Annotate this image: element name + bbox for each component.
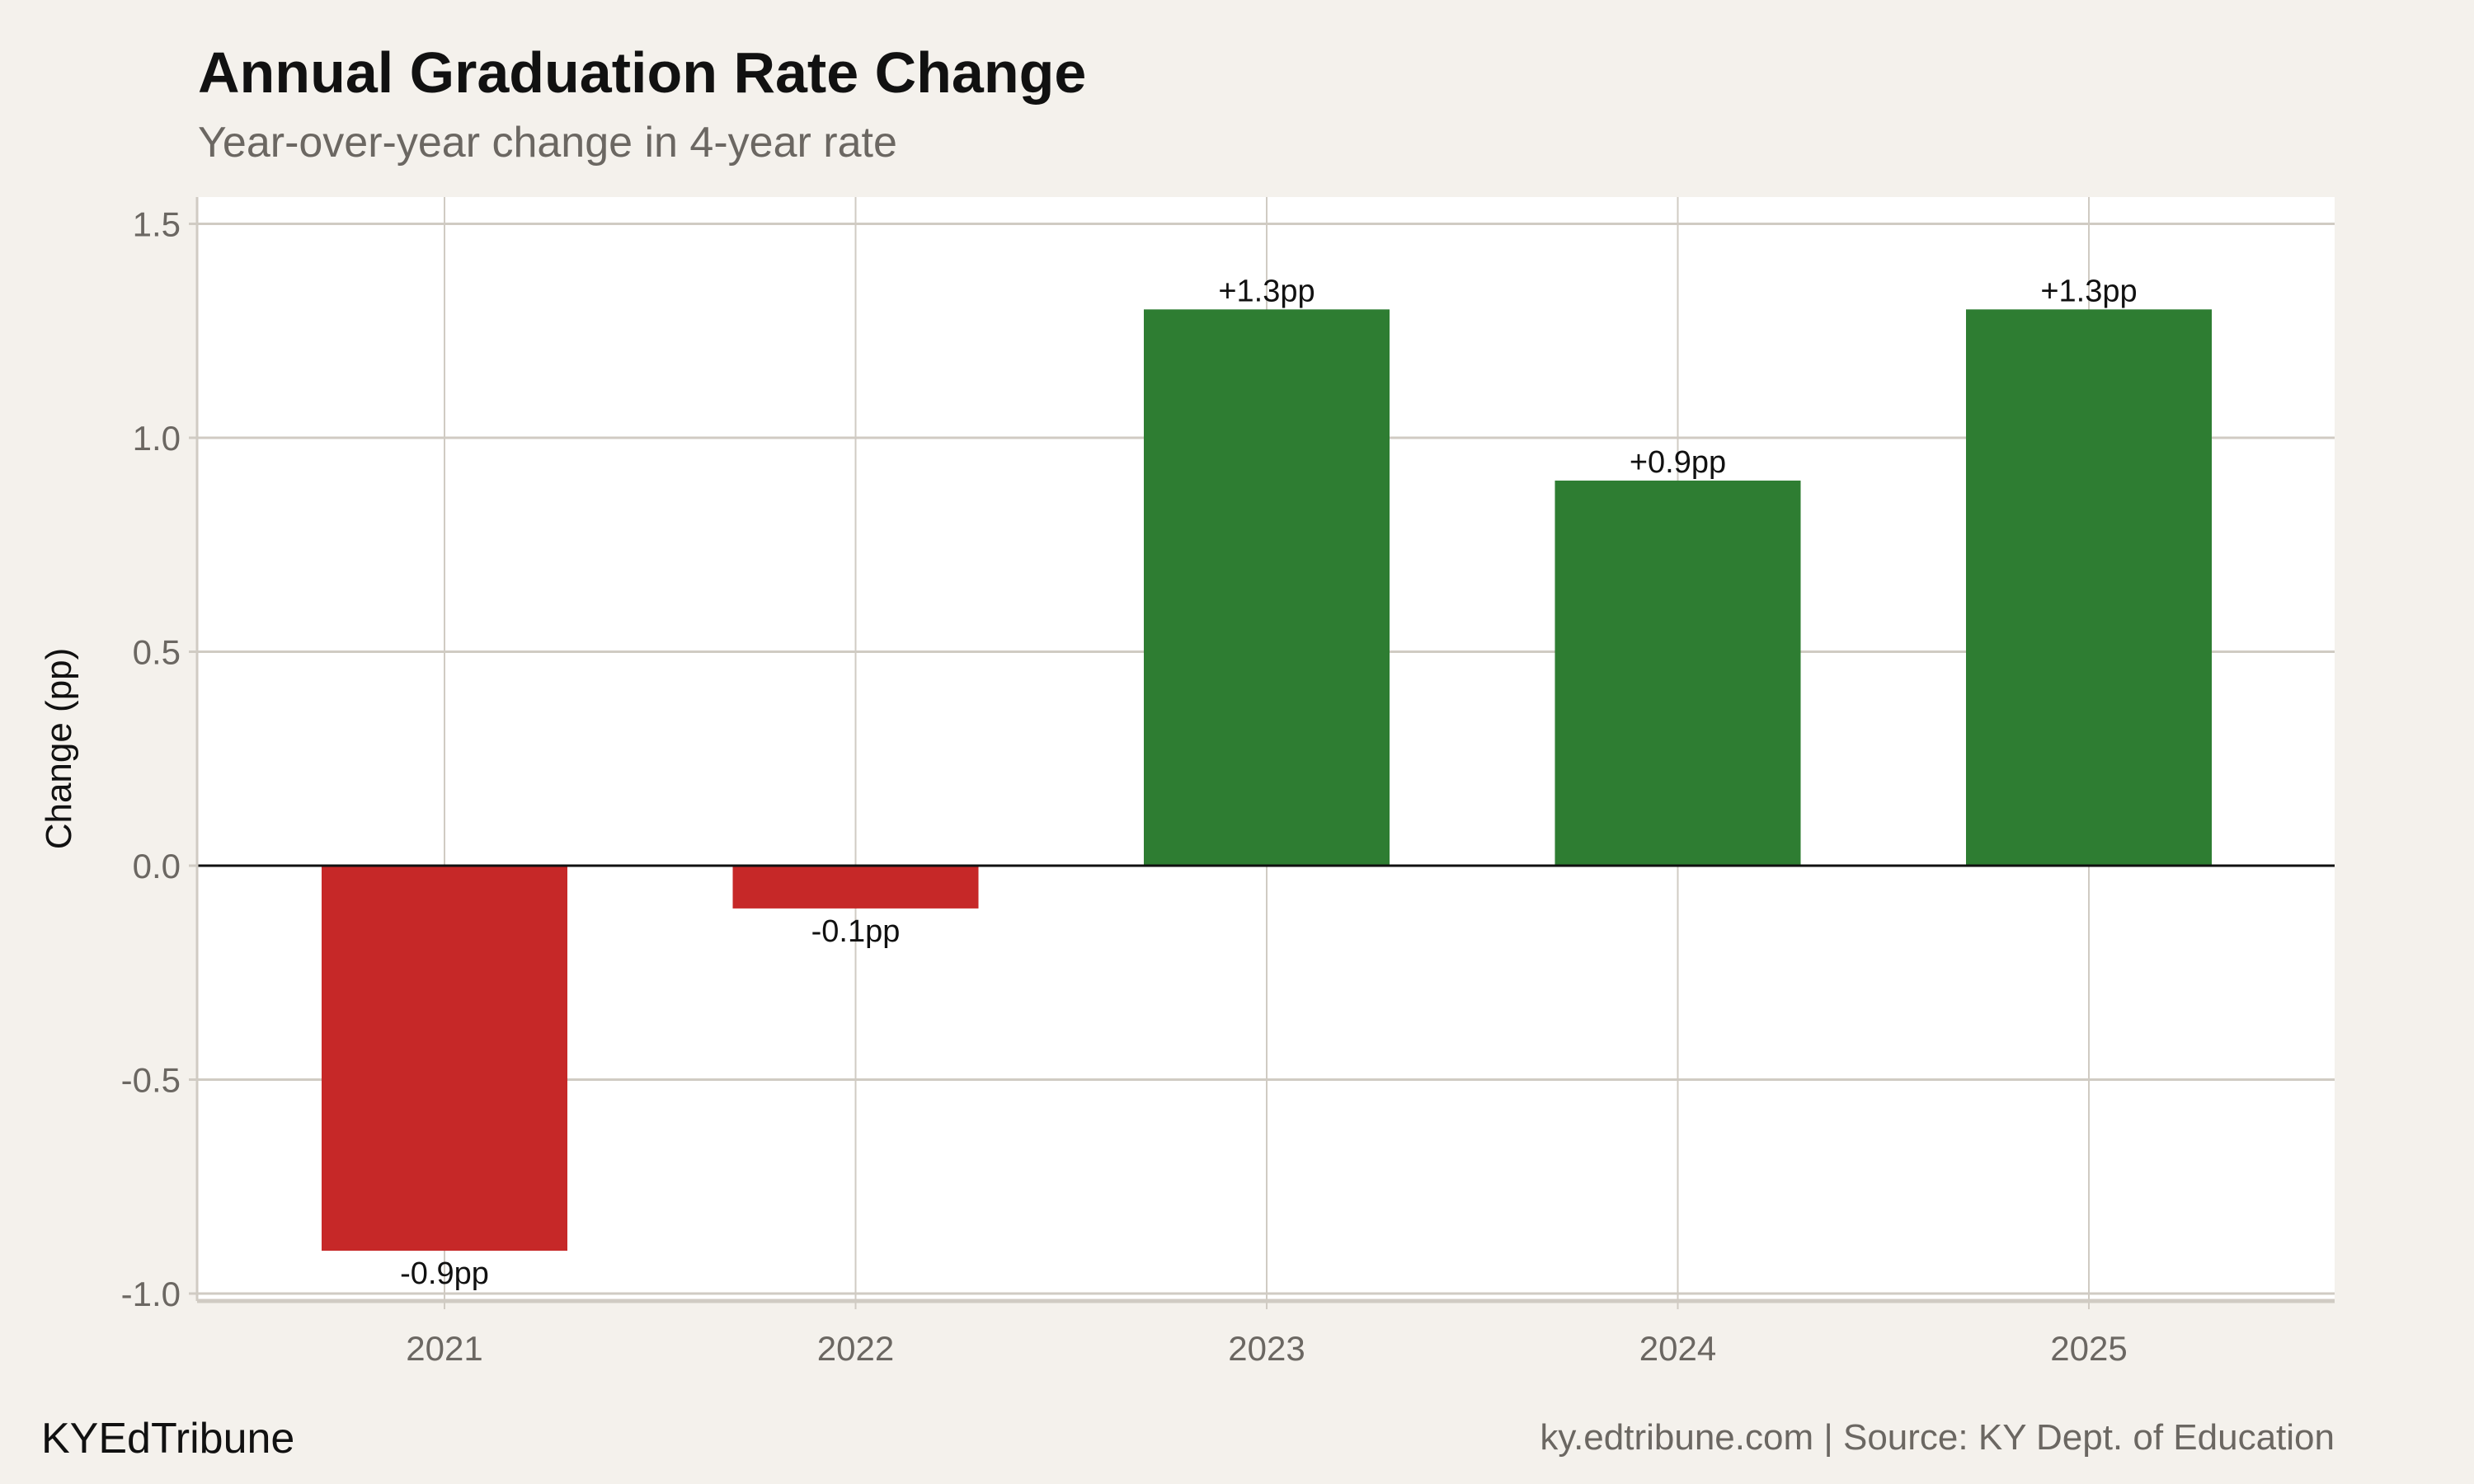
bar-2024 <box>1554 480 1801 866</box>
bar-2021 <box>322 866 567 1252</box>
y-tick-label: 0.0 <box>133 847 181 885</box>
brand-logo: KYEdTribune <box>41 1415 294 1463</box>
data-labels: -0.9pp -0.1pp +1.3pp +0.9pp +1.3pp <box>400 274 2138 1291</box>
y-axis: -1.0 -0.5 0.0 0.5 1.0 1.5 <box>121 197 199 1313</box>
data-label: -0.1pp <box>811 914 901 949</box>
x-tick-label: 2023 <box>1228 1329 1305 1368</box>
bar-2023 <box>1144 309 1390 866</box>
chart-title: Annual Graduation Rate Change <box>198 40 1086 105</box>
x-tick-label: 2025 <box>2050 1329 2127 1368</box>
y-tick-label: 1.0 <box>133 419 181 458</box>
y-axis-label: Change (pp) <box>39 648 79 850</box>
bars <box>197 309 2335 1252</box>
x-tick-label: 2022 <box>817 1329 894 1368</box>
source-note: ky.edtribune.com | Source: KY Dept. of E… <box>1540 1417 2335 1458</box>
x-tick-label: 2021 <box>406 1329 482 1368</box>
data-label: -0.9pp <box>400 1256 489 1291</box>
data-label: +1.3pp <box>1218 274 1315 308</box>
chart-subtitle: Year-over-year change in 4-year rate <box>198 119 897 167</box>
y-tick-label: 1.5 <box>133 205 181 244</box>
x-tick-label: 2024 <box>1639 1329 1716 1368</box>
y-tick-label: 0.5 <box>133 633 181 672</box>
data-label: +0.9pp <box>1630 445 1726 480</box>
y-tick-label: -1.0 <box>121 1275 181 1313</box>
bar-2025 <box>1966 309 2212 866</box>
bar-2022 <box>732 866 979 909</box>
data-label: +1.3pp <box>2040 274 2137 308</box>
y-tick-label: -0.5 <box>121 1061 181 1100</box>
x-axis: 2021 2022 2023 2024 2025 <box>197 1298 2335 1368</box>
